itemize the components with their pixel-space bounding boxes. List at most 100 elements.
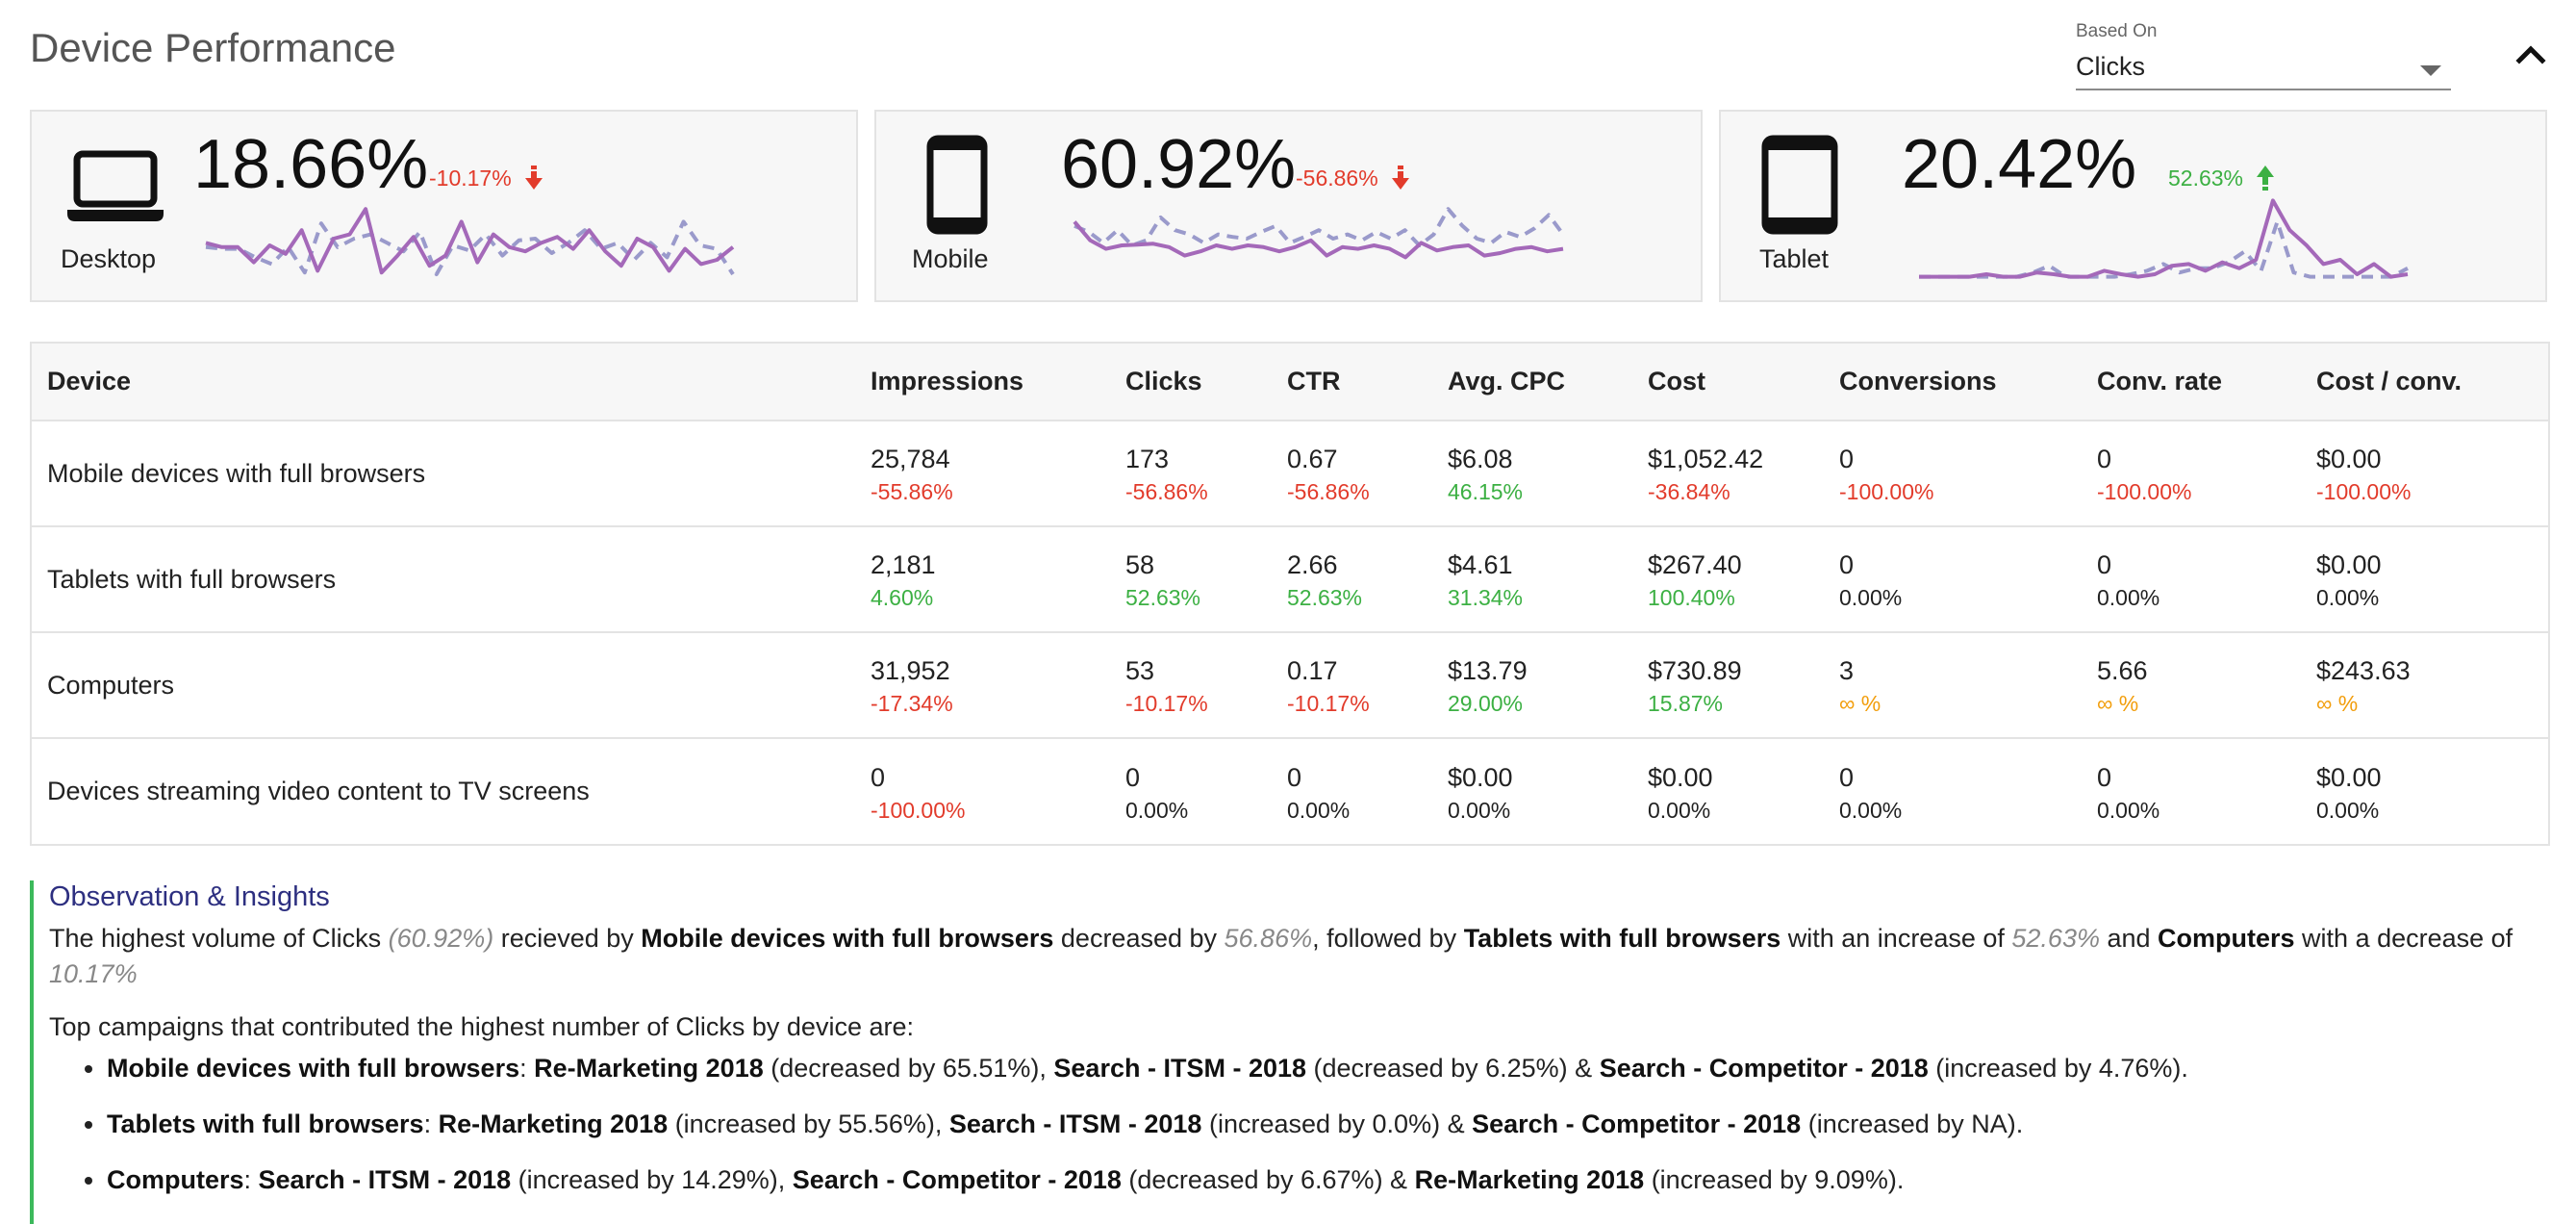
cell-value: 173 (1125, 445, 1170, 473)
cell-change: 0.00% (1839, 585, 1903, 610)
cell-change: 31.34% (1448, 585, 1524, 610)
cell-value: 53 (1125, 656, 1155, 685)
insights-top-intro: Top campaigns that contributed the highe… (49, 1012, 914, 1041)
cell-metric: $0.00 0.00% (2301, 526, 2548, 633)
cell-change: 52.63% (1287, 585, 1363, 610)
cell-metric: 2,181 4.60% (855, 526, 1110, 633)
cell-value: 31,952 (871, 656, 950, 685)
insights-summary: The highest volume of Clicks (60.92%) re… (49, 924, 2513, 988)
card-change: -10.17% (429, 166, 543, 191)
list-item: Mobile devices with full browsers: Re-Ma… (107, 1051, 2550, 1085)
cell-value: $0.00 (1448, 762, 1513, 792)
insights-title: Observation & Insights (49, 881, 330, 912)
cell-change: ∞ % (2097, 691, 2139, 716)
cell-value: 0 (871, 762, 886, 792)
cell-value: 5.66 (2097, 656, 2148, 685)
cell-change: 0.00% (2316, 797, 2380, 823)
cell-value: $13.79 (1448, 656, 1528, 685)
cell-value: $1,052.42 (1648, 445, 1764, 473)
cell-value: $243.63 (2316, 656, 2411, 685)
cell-value: 0 (1839, 550, 1855, 579)
sparkline-desktop (205, 207, 735, 276)
based-on-value: Clicks (2076, 52, 2145, 81)
sparkline-tablet (1919, 198, 2409, 279)
page-title: Device Performance (30, 25, 396, 70)
chevron-up-icon[interactable] (2512, 35, 2550, 73)
col-cost-per-conv[interactable]: Cost / conv. (2301, 344, 2548, 421)
cell-change: -10.17% (1287, 691, 1370, 716)
cell-value: 2.66 (1287, 550, 1338, 579)
cell-change: 52.63% (1125, 585, 1201, 610)
cell-value: 0 (1839, 445, 1855, 473)
cell-change: ∞ % (2316, 691, 2359, 716)
cell-metric: 0 0.00% (1110, 738, 1272, 844)
cell-change: -100.00% (871, 797, 966, 823)
col-conversions[interactable]: Conversions (1824, 344, 2082, 421)
cell-metric: 3 ∞ % (1824, 632, 2082, 739)
card-desktop: Desktop 18.66% -10.17% (30, 110, 858, 302)
cell-value: 25,784 (871, 445, 950, 473)
cell-metric: 0 0.00% (1824, 738, 2082, 844)
card-tablet: Tablet 20.42% 52.63% (1719, 110, 2547, 302)
cell-metric: $4.61 31.34% (1432, 526, 1632, 633)
cell-metric: $13.79 29.00% (1432, 632, 1632, 739)
card-mobile: Mobile 60.92% -56.86% (874, 110, 1703, 302)
cell-change: -56.86% (1287, 479, 1370, 504)
sparkline-current-series (1073, 220, 1564, 260)
table-row: Computers 31,952 -17.34% 53 -10.17% 0.17 -10.1… (32, 632, 2548, 739)
cell-metric: $0.00 0.00% (1632, 738, 1824, 844)
cell-value: $4.61 (1448, 550, 1513, 579)
based-on-dropdown[interactable]: Based On Clicks (2076, 21, 2451, 90)
cell-metric: 0.17 -10.17% (1272, 632, 1432, 739)
table-row: Mobile devices with full browsers 25,784 -… (32, 421, 2548, 527)
cell-value: 0 (1287, 762, 1302, 792)
cell-change: 29.00% (1448, 691, 1524, 716)
col-conv-rate[interactable]: Conv. rate (2082, 344, 2301, 421)
sparkline-mobile (1073, 207, 1565, 260)
cell-value: 58 (1125, 550, 1155, 579)
cell-metric: 0 0.00% (1824, 526, 2082, 633)
cell-metric: 2.66 52.63% (1272, 526, 1432, 633)
cell-value: 0 (2097, 445, 2112, 473)
cell-metric: 58 52.63% (1110, 526, 1272, 633)
cell-value: 0.67 (1287, 445, 1338, 473)
cell-change: -100.00% (2097, 479, 2192, 504)
cell-metric: 173 -56.86% (1110, 421, 1272, 527)
based-on-select[interactable]: Clicks (2076, 52, 2451, 90)
cell-metric: 53 -10.17% (1110, 632, 1272, 739)
card-change: -56.86% (1296, 166, 1410, 191)
device-table: Device Impressions Clicks CTR Avg. CPC C… (30, 342, 2550, 846)
col-ctr[interactable]: CTR (1272, 344, 1432, 421)
arrow-up-icon (2257, 166, 2275, 191)
cell-device: Mobile devices with full browsers (32, 421, 855, 527)
cell-metric: 31,952 -17.34% (855, 632, 1110, 739)
cell-metric: 25,784 -55.86% (855, 421, 1110, 527)
card-change: 52.63% (2168, 166, 2275, 191)
cell-change: 0.00% (2316, 585, 2380, 610)
col-device[interactable]: Device (32, 344, 855, 421)
arrow-down-icon (525, 166, 543, 190)
cell-value: $0.00 (2316, 550, 2382, 579)
cell-metric: $267.40 100.40% (1632, 526, 1824, 633)
col-impressions[interactable]: Impressions (855, 344, 1110, 421)
cell-value: $267.40 (1648, 550, 1742, 579)
col-avg-cpc[interactable]: Avg. CPC (1432, 344, 1632, 421)
cell-metric: $0.00 0.00% (2301, 738, 2548, 844)
col-clicks[interactable]: Clicks (1110, 344, 1272, 421)
col-cost[interactable]: Cost (1632, 344, 1824, 421)
cell-value: $730.89 (1648, 656, 1742, 685)
cell-value: $0.00 (2316, 445, 2382, 473)
cell-device: Computers (32, 632, 855, 739)
cell-metric: 0 -100.00% (2082, 421, 2301, 527)
insights-list: Mobile devices with full browsers: Re-Ma… (49, 1051, 2550, 1197)
cell-metric: $6.08 46.15% (1432, 421, 1632, 527)
cell-metric: 0 -100.00% (1824, 421, 2082, 527)
cell-change: 0.00% (2097, 585, 2160, 610)
cell-metric: $243.63 ∞ % (2301, 632, 2548, 739)
cell-metric: 0 -100.00% (855, 738, 1110, 844)
card-share: 60.92% (1061, 126, 1297, 203)
smartphone-icon (926, 135, 988, 240)
cell-metric: 0 0.00% (2082, 526, 2301, 633)
sparkline-current-series (205, 207, 735, 275)
cell-value: 3 (1839, 656, 1855, 685)
